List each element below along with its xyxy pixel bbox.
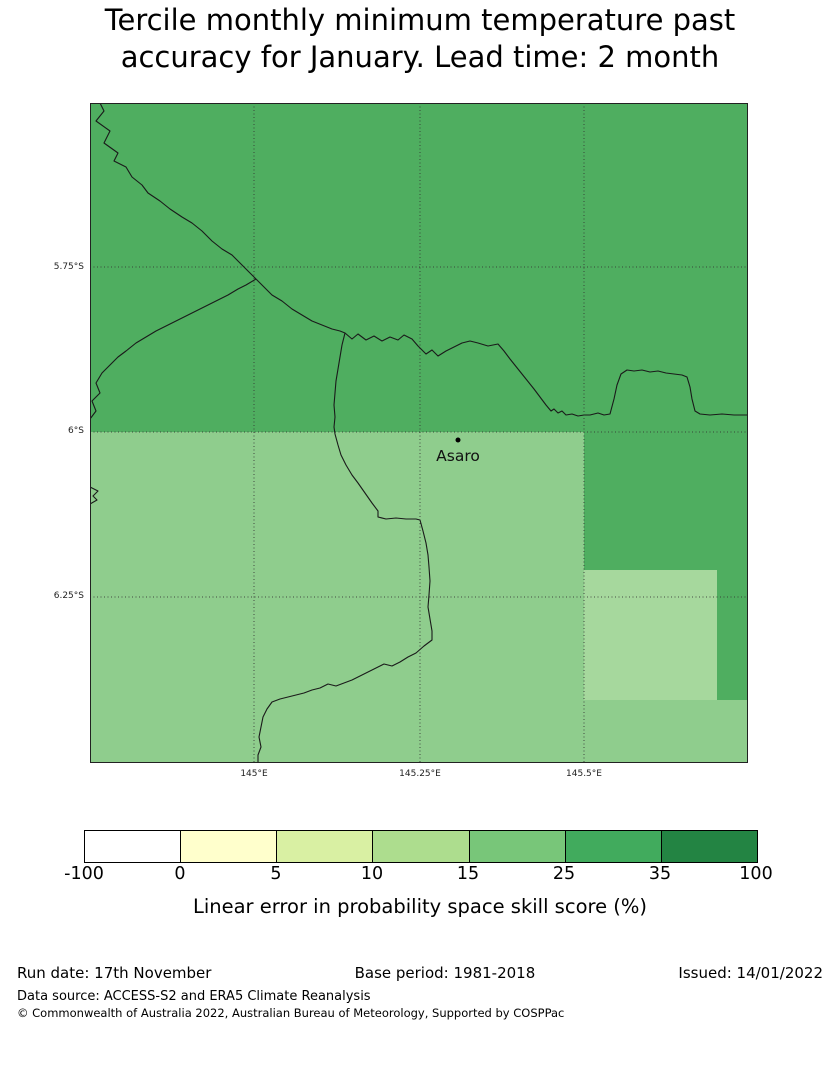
asaro-marker-label: Asaro bbox=[436, 447, 480, 465]
region-east-mid bbox=[584, 432, 748, 570]
footer-issued: Issued: 14/01/2022 bbox=[678, 964, 823, 982]
colorbar-segment bbox=[372, 831, 469, 862]
colorbar bbox=[84, 830, 758, 863]
lon-tick-label: 145°E bbox=[240, 769, 268, 779]
gridlines bbox=[90, 103, 748, 763]
page-title: Tercile monthly minimum temperature past… bbox=[0, 2, 840, 76]
colorbar-tick-label: 100 bbox=[739, 864, 773, 884]
lon-tick-label: 145.5°E bbox=[566, 769, 602, 779]
colorbar-ticks: -100 0 5 10 15 25 35 100 bbox=[64, 864, 773, 888]
map-svg: Asaro bbox=[89, 102, 749, 764]
colorbar-segment bbox=[468, 831, 565, 862]
footer-run-date: Run date: 17th November bbox=[17, 964, 212, 982]
footer-row-1: Run date: 17th November Base period: 198… bbox=[0, 964, 840, 982]
colorbar-segment bbox=[564, 831, 661, 862]
region-east-light bbox=[584, 570, 717, 700]
colorbar-tick-label: -100 bbox=[64, 864, 104, 884]
page-title-line-1: Tercile monthly minimum temperature past bbox=[104, 3, 736, 37]
lon-tick-label: 145.25°E bbox=[399, 769, 441, 779]
colorbar-tick-label: 25 bbox=[552, 864, 576, 884]
colorbar-tick-label: 5 bbox=[270, 864, 282, 884]
asaro-marker-dot bbox=[455, 437, 461, 443]
lat-tick-label: 5.75°S bbox=[53, 262, 84, 272]
colorbar-label: Linear error in probability space skill … bbox=[192, 895, 648, 918]
colorbar-tick-label: 35 bbox=[648, 864, 672, 884]
colorbar-tick-label: 10 bbox=[360, 864, 384, 884]
colorbar-tick-label: 0 bbox=[174, 864, 186, 884]
lat-tick-label: 6.25°S bbox=[53, 591, 84, 601]
colorbar-segment bbox=[276, 831, 373, 862]
page-title-line-2: accuracy for January. Lead time: 2 month bbox=[120, 40, 720, 74]
region-east-column bbox=[717, 570, 748, 700]
lat-tick-label: 6°S bbox=[68, 426, 84, 436]
footer-data-source: Data source: ACCESS-S2 and ERA5 Climate … bbox=[17, 989, 371, 1004]
colorbar-segment bbox=[85, 831, 181, 862]
boundary-lines bbox=[89, 102, 749, 764]
map: Asaro bbox=[89, 102, 749, 764]
map-frame bbox=[90, 103, 748, 763]
footer-base-period: Base period: 1981-2018 bbox=[354, 964, 536, 982]
colorbar-segment bbox=[660, 831, 757, 862]
footer-copyright: © Commonwealth of Australia 2022, Austra… bbox=[17, 1006, 565, 1020]
colorbar-tick-label: 15 bbox=[456, 864, 480, 884]
colorbar-segment bbox=[180, 831, 277, 862]
